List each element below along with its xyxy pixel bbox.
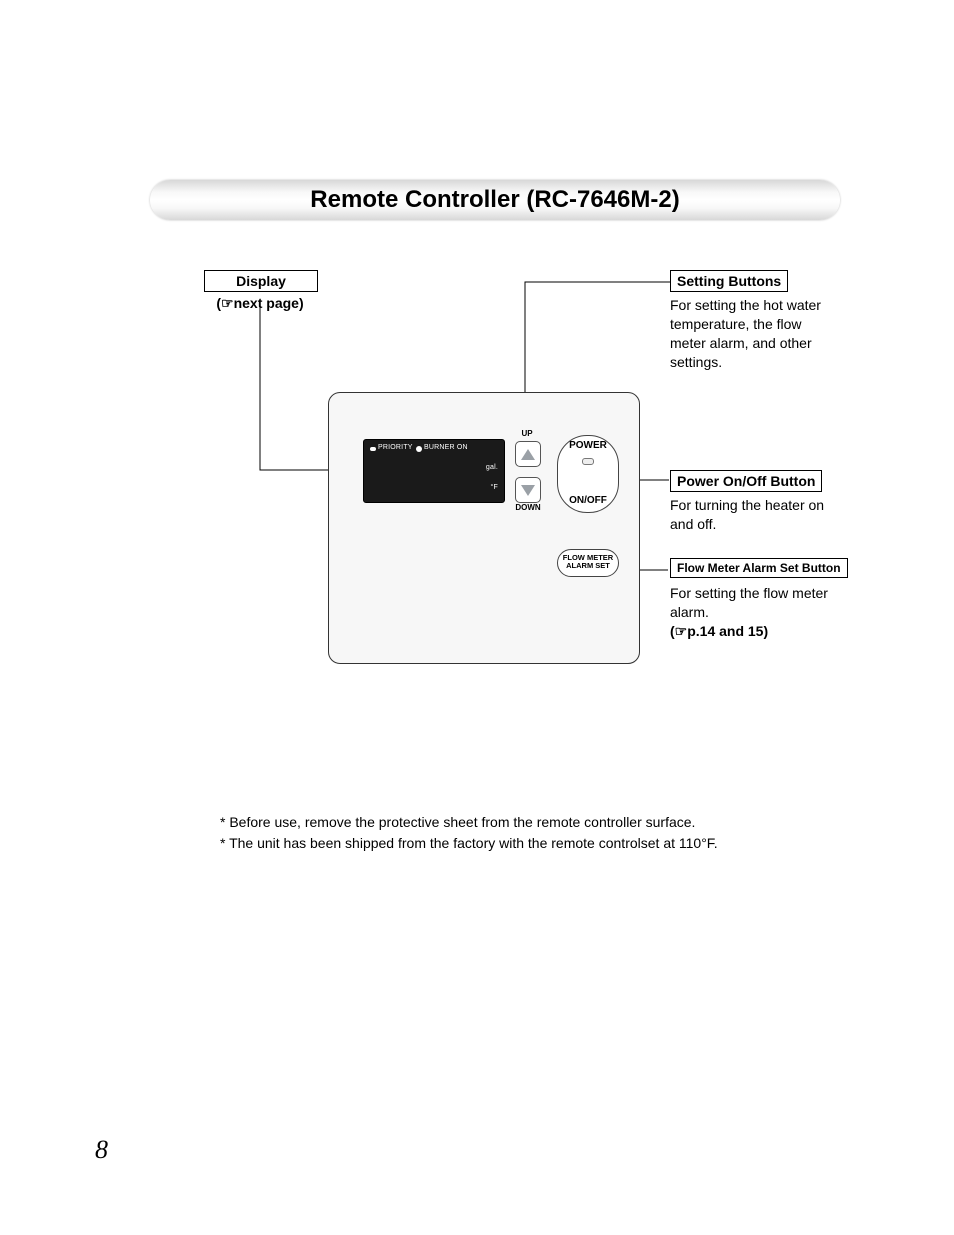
flow-callout-desc: For setting the flow meter alarm.: [670, 584, 830, 622]
page: Remote Controller (RC-7646M-2) Display (…: [0, 0, 954, 1235]
lcd-display: PRIORITY BURNER ON gal. °F: [363, 439, 505, 503]
notes-block: * Before use, remove the protective shee…: [220, 812, 718, 854]
display-callout-label: Display: [204, 270, 318, 292]
up-label: UP: [515, 429, 539, 438]
flow-callout-ref: (☞p.14 and 15): [670, 622, 840, 641]
lcd-gal-label: gal.: [486, 464, 498, 471]
flow-btn-line2: ALARM SET: [558, 562, 618, 570]
power-led-icon: [582, 458, 594, 465]
lcd-degf-label: °F: [491, 484, 498, 491]
power-label: POWER: [558, 440, 618, 451]
priority-indicator-icon: [370, 447, 376, 451]
burner-indicator-icon: [416, 446, 422, 452]
up-arrow-icon: [521, 449, 535, 460]
page-number: 8: [95, 1135, 108, 1165]
power-callout-desc: For turning the heater on and off.: [670, 496, 830, 534]
down-arrow-icon: [521, 485, 535, 496]
setting-callout-label: Setting Buttons: [670, 270, 788, 292]
lcd-priority-label: PRIORITY: [378, 444, 413, 451]
note-1: * Before use, remove the protective shee…: [220, 812, 718, 833]
down-button[interactable]: [515, 477, 541, 503]
lcd-burner-label: BURNER ON: [424, 444, 468, 451]
display-callout-sub: (☞next page): [200, 294, 320, 313]
note-2: * The unit has been shipped from the fac…: [220, 833, 718, 854]
setting-callout-desc: For setting the hot water temperature, t…: [670, 296, 830, 372]
power-button[interactable]: POWER ON/OFF: [557, 435, 619, 513]
power-callout-label: Power On/Off Button: [670, 470, 822, 492]
onoff-label: ON/OFF: [558, 495, 618, 506]
flow-callout-label: Flow Meter Alarm Set Button: [670, 558, 848, 578]
page-title: Remote Controller (RC-7646M-2): [150, 180, 840, 220]
flow-meter-alarm-set-button[interactable]: FLOW METER ALARM SET: [557, 549, 619, 577]
up-button[interactable]: [515, 441, 541, 467]
down-label: DOWN: [511, 503, 545, 512]
remote-controller-device: PRIORITY BURNER ON gal. °F UP DOWN POWER…: [328, 392, 640, 664]
